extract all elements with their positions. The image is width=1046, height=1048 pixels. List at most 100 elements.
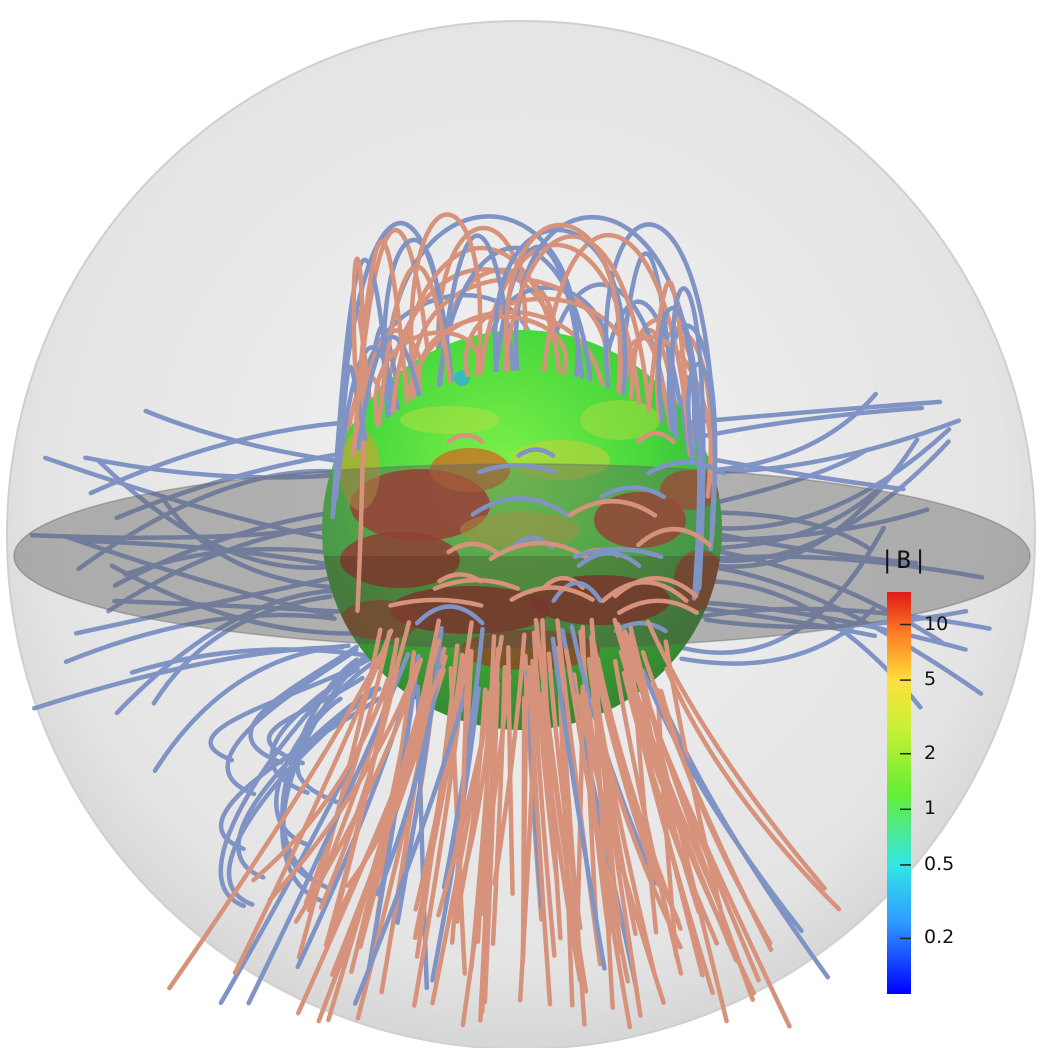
field-line — [303, 630, 392, 906]
field-line — [575, 693, 666, 1005]
field-line — [460, 674, 512, 1028]
field-line — [408, 212, 483, 400]
field-line — [441, 626, 485, 890]
field-line — [689, 399, 943, 425]
field-line — [416, 314, 569, 397]
field-line — [248, 644, 359, 765]
field-line — [269, 666, 360, 795]
field-line — [656, 305, 703, 595]
field-line — [29, 522, 353, 540]
field-line — [670, 286, 706, 591]
field-line — [437, 233, 516, 387]
field-line — [537, 691, 583, 983]
field-line — [492, 227, 628, 396]
field-line — [432, 577, 520, 591]
field-line — [646, 459, 726, 476]
field-line — [352, 689, 468, 1006]
field-line — [375, 663, 443, 897]
field-line — [526, 665, 553, 1007]
colorbar-title: |B| — [880, 546, 930, 574]
field-line — [551, 580, 603, 603]
field-line — [680, 525, 886, 655]
field-line — [274, 657, 380, 848]
field-line — [635, 430, 676, 445]
field-line — [599, 299, 688, 451]
colorbar-tick-label: 0.2 — [924, 926, 955, 949]
field-line — [640, 650, 774, 952]
field-line — [351, 256, 366, 613]
field-line — [414, 643, 460, 959]
field-line — [517, 688, 539, 1003]
field-line — [572, 547, 664, 559]
field-line — [636, 526, 712, 548]
field-line — [702, 447, 870, 508]
field-line — [583, 691, 612, 937]
field-line — [470, 496, 569, 517]
field-line — [616, 598, 699, 615]
field-line — [691, 606, 992, 631]
field-line — [509, 585, 595, 602]
field-line — [388, 597, 484, 608]
field-line — [356, 334, 422, 451]
field-line — [640, 668, 804, 934]
field-line — [700, 437, 920, 569]
field-line — [280, 696, 343, 892]
colorbar-tick-label: 0.5 — [924, 852, 955, 875]
field-line — [540, 617, 563, 941]
field-line — [702, 479, 889, 551]
field-line — [455, 655, 470, 924]
field-line — [373, 330, 481, 428]
colorbar — [887, 592, 911, 994]
field-line — [567, 498, 658, 518]
field-line — [646, 279, 695, 462]
field-line — [600, 580, 689, 604]
field-line — [412, 693, 464, 1008]
field-line — [488, 540, 591, 562]
field-line — [129, 647, 367, 675]
field-line — [550, 636, 607, 971]
field-line — [664, 666, 842, 912]
colorbar-tick-label: 1 — [924, 797, 937, 820]
field-line — [595, 656, 683, 931]
field-line — [88, 420, 344, 496]
field-line — [541, 232, 693, 458]
field-line — [684, 561, 984, 696]
field-line — [446, 432, 485, 444]
colorbar-tick-label: 5 — [924, 668, 937, 691]
field-line — [678, 603, 878, 639]
field-line — [83, 455, 336, 480]
field-line — [446, 541, 499, 555]
field-line — [295, 668, 443, 1016]
field-line — [502, 234, 652, 413]
field-line — [112, 598, 341, 614]
field-line — [546, 651, 583, 931]
field-line — [390, 245, 562, 414]
field-line — [475, 634, 497, 944]
field-line — [267, 662, 420, 903]
colorbar-tick-label: 10 — [924, 612, 949, 635]
field-line — [531, 630, 560, 885]
field-line — [645, 619, 827, 891]
colorbar-gradient — [887, 592, 911, 994]
field-line — [251, 677, 390, 883]
field-line — [516, 447, 556, 458]
field-line — [152, 643, 351, 774]
field-line — [333, 345, 401, 501]
field-line — [590, 697, 683, 950]
field-line — [143, 408, 361, 466]
field-line — [621, 670, 720, 946]
field-line — [712, 427, 952, 531]
field-line — [619, 334, 717, 541]
field-lines-front — [167, 212, 842, 1030]
field-line — [699, 528, 919, 566]
field-line — [458, 687, 488, 898]
field-line — [112, 510, 335, 588]
field-line — [622, 629, 755, 1002]
field-line — [586, 656, 643, 1018]
field-line — [616, 251, 679, 439]
field-line — [576, 551, 642, 569]
field-line — [351, 239, 410, 458]
field-line — [63, 612, 337, 665]
field-line — [376, 264, 453, 426]
